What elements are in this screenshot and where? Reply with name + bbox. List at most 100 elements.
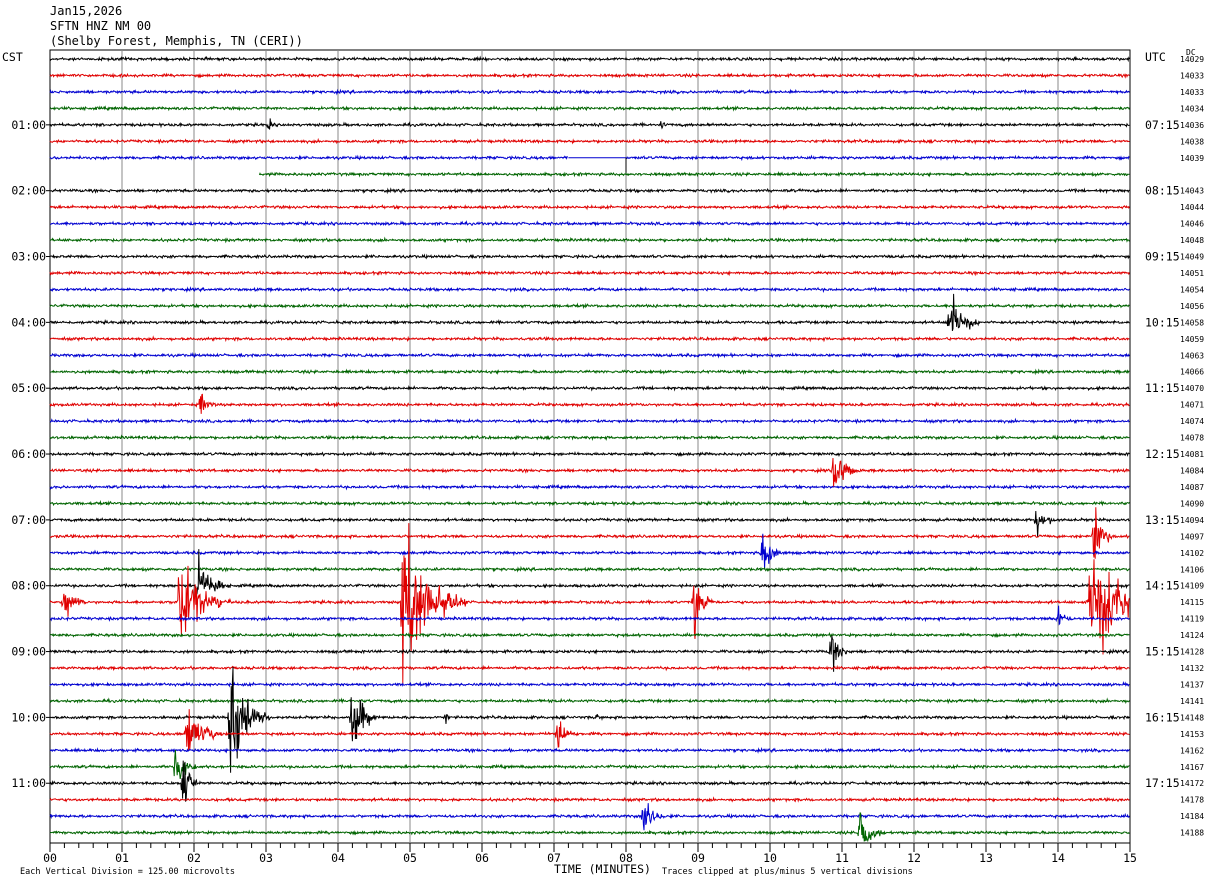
dc-offset-label: 14172 [1180, 779, 1204, 788]
trace-7 [258, 171, 1130, 178]
trace-26 [49, 483, 1130, 491]
date-label: Jan15,2026 [50, 4, 123, 18]
x-tick-label: 10 [763, 851, 777, 865]
dc-offset-label: 14044 [1180, 203, 1204, 212]
trace-43 [49, 749, 1130, 780]
trace-17 [49, 335, 1130, 343]
dc-offset-label: 14078 [1180, 434, 1204, 443]
station-label: SFTN HNZ NM 00 [50, 19, 152, 33]
x-tick-label: 04 [331, 851, 345, 865]
trace-39 [49, 697, 1130, 705]
trace-33 [49, 523, 1130, 685]
dc-offset-label: 14106 [1180, 565, 1204, 574]
dc-offset-label: 14049 [1180, 253, 1204, 262]
trace-46 [49, 803, 1130, 831]
cst-hour-label: 06:00 [11, 447, 46, 461]
trace-16 [49, 293, 1130, 332]
cst-hour-label: 03:00 [11, 250, 46, 264]
cst-hour-label: 08:00 [11, 579, 46, 593]
trace-32 [49, 549, 1130, 596]
x-tick-label: 05 [403, 851, 417, 865]
trace-12 [49, 253, 1130, 260]
dc-offset-label: 14033 [1180, 88, 1204, 97]
dc-offset-label: 14087 [1180, 483, 1204, 492]
trace-8 [49, 187, 1130, 195]
trace-14 [49, 286, 1130, 293]
trace-29 [49, 507, 1130, 559]
utc-hour-label: 13:15 [1145, 513, 1180, 527]
dc-offset-label: 14097 [1180, 532, 1204, 541]
trace-15 [49, 302, 1130, 310]
plot-header: Jan15,2026 SFTN HNZ NM 00 (Shelby Forest… [50, 4, 303, 49]
dc-offset-label: 14153 [1180, 730, 1204, 739]
x-tick-label: 15 [1123, 851, 1137, 865]
dc-offset-label: 14084 [1180, 467, 1204, 476]
dc-offset-label: 14074 [1180, 417, 1204, 426]
trace-41 [49, 709, 1130, 751]
trace-6 [625, 154, 1130, 162]
trace-11 [49, 236, 1130, 244]
trace-0 [49, 55, 1130, 63]
dc-offset-label: 14184 [1180, 812, 1204, 821]
x-tick-label: 12 [907, 851, 921, 865]
trace-34 [49, 605, 1130, 626]
dc-offset-label: 14048 [1180, 236, 1204, 245]
dc-offset-label: 14066 [1180, 368, 1204, 377]
trace-24 [49, 450, 1130, 458]
trace-22 [49, 417, 1130, 425]
utc-hour-label: 07:15 [1145, 118, 1180, 132]
trace-2 [49, 88, 1130, 96]
utc-hour-label: 10:15 [1145, 315, 1180, 329]
dc-offset-label: 14029 [1180, 55, 1204, 64]
dc-offset-label: 14056 [1180, 302, 1204, 311]
trace-20 [49, 384, 1130, 392]
cst-hour-label: 10:00 [11, 710, 46, 724]
dc-offset-label: 14034 [1180, 104, 1204, 113]
dc-offset-label: 14128 [1180, 648, 1204, 657]
trace-42 [49, 746, 1130, 754]
x-tick-label: 01 [115, 851, 129, 865]
trace-13 [49, 269, 1130, 277]
x-tick-label: 02 [187, 851, 201, 865]
scale-note: Each Vertical Division = 125.00 microvol… [20, 867, 235, 877]
utc-hour-label: 15:15 [1145, 645, 1180, 659]
trace-3 [49, 104, 1130, 112]
cst-hour-label: 04:00 [11, 315, 46, 329]
dc-offset-label: 14141 [1180, 697, 1204, 706]
x-tick-label: 08 [619, 851, 633, 865]
dc-offset-label: 14119 [1180, 615, 1204, 624]
utc-hour-label: 16:15 [1145, 710, 1180, 724]
x-tick-label: 03 [259, 851, 273, 865]
cst-hour-label: 01:00 [11, 118, 46, 132]
dc-offset-label: 14094 [1180, 516, 1204, 525]
dc-offset-label: 14039 [1180, 154, 1204, 163]
dc-offset-label: 14162 [1180, 746, 1204, 755]
x-tick-label: 07 [547, 851, 561, 865]
trace-9 [49, 203, 1130, 211]
dc-offset-label: 14036 [1180, 121, 1204, 130]
x-axis-title: TIME (MINUTES) [554, 862, 651, 876]
cst-hour-label: 09:00 [11, 645, 46, 659]
x-tick-label: 13 [979, 851, 993, 865]
x-tick-label: 14 [1051, 851, 1065, 865]
dc-offset-label: 14033 [1180, 71, 1204, 80]
dc-offset-label: 14109 [1180, 582, 1204, 591]
trace-40 [49, 666, 1130, 773]
x-tick-label: 11 [835, 851, 849, 865]
trace-47 [49, 812, 1130, 843]
trace-27 [49, 499, 1130, 507]
trace-4 [49, 118, 1130, 130]
trace-21 [49, 393, 1130, 414]
dc-offset-label: 14090 [1180, 499, 1204, 508]
dc-offset-label: 14063 [1180, 351, 1204, 360]
utc-hour-label: 14:15 [1145, 579, 1180, 593]
trace-37 [50, 664, 1130, 672]
dc-offset-label: 14070 [1180, 384, 1204, 393]
dc-offset-label: 14188 [1180, 829, 1204, 838]
trace-1 [49, 72, 1130, 79]
dc-offset-label: 14058 [1180, 318, 1204, 327]
cst-hour-label: 02:00 [11, 184, 46, 198]
dc-offset-label: 14059 [1180, 335, 1204, 344]
trace-28 [49, 510, 1130, 538]
